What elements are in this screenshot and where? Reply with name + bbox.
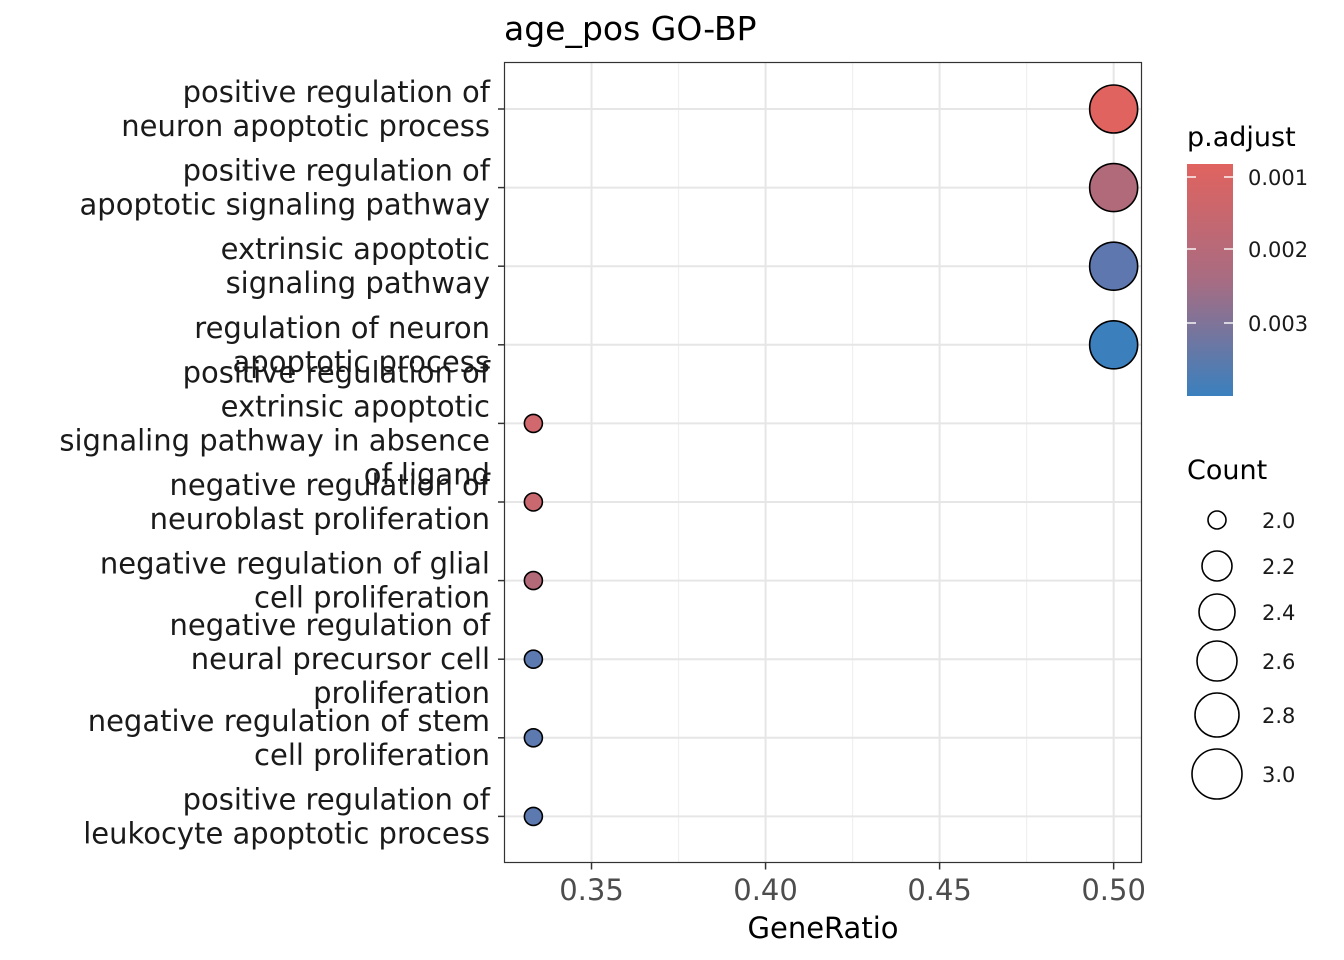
- x-tick-label: 0.50: [1081, 873, 1146, 907]
- y-tick-label: positive regulation of neuron apoptotic p…: [121, 75, 490, 143]
- data-point: [523, 727, 544, 748]
- color-bar-label: 0.003: [1248, 312, 1308, 336]
- y-tick-label: negative regulation of neuroblast prolife…: [150, 468, 491, 536]
- data-point: [523, 570, 544, 591]
- chart-title: age_pos GO-BP: [504, 9, 757, 48]
- data-points: [523, 84, 1139, 827]
- size-key-label: 3.0: [1262, 763, 1295, 787]
- y-tick-label: extrinsic apoptotic signaling pathway: [221, 232, 490, 300]
- y-tick-label: negative regulation of stem cell prolifer…: [88, 704, 490, 772]
- y-tick-label: regulation of neuron apoptotic process: [194, 311, 490, 379]
- size-key-label: 2.6: [1262, 650, 1295, 674]
- color-bar-label: 0.001: [1248, 166, 1308, 190]
- size-key-label: 2.0: [1262, 509, 1295, 533]
- size-key-label: 2.8: [1262, 704, 1295, 728]
- legend-size-title: Count: [1187, 455, 1267, 486]
- size-key-label: 2.2: [1262, 555, 1295, 579]
- size-key-circle: [1191, 748, 1243, 800]
- data-point: [1088, 162, 1139, 213]
- size-key-circle: [1207, 510, 1227, 530]
- color-bar-label: 0.002: [1248, 238, 1308, 262]
- plot-panel-border: [503, 61, 1143, 864]
- x-tick-label: 0.45: [907, 873, 972, 907]
- x-tick-label: 0.40: [733, 873, 798, 907]
- size-key-circle: [1201, 550, 1233, 582]
- color-bar-ticks: 0.001 0.002 0.003: [1187, 166, 1308, 336]
- y-tick-label: positive regulation of extrinsic apoptoti…: [59, 355, 490, 491]
- legend-color-title: p.adjust: [1187, 122, 1296, 153]
- size-legend-keys: 2.0 2.2 2.4 2.6 2.8 3.0: [1191, 509, 1295, 800]
- data-point: [523, 649, 544, 670]
- y-tick-label: positive regulation of apoptotic signalin…: [80, 154, 491, 222]
- data-point: [523, 492, 544, 512]
- y-tick-label: negative regulation of neural precursor c…: [169, 608, 490, 710]
- data-point: [1088, 84, 1139, 134]
- data-point: [1088, 319, 1139, 370]
- grid-lines: [504, 62, 1142, 863]
- y-tick-label: positive regulation of leukocyte apoptoti…: [83, 782, 491, 850]
- data-point: [1088, 241, 1139, 292]
- x-axis-title: GeneRatio: [748, 911, 899, 945]
- y-axis-labels: positive regulation of neuron apoptotic p…: [59, 75, 505, 850]
- x-tick-label: 0.35: [559, 873, 624, 907]
- size-key-label: 2.4: [1262, 601, 1295, 625]
- size-key-circle: [1194, 692, 1240, 738]
- legend: p.adjust 0.001 0.002 0.003 Count 2.0 2.2 2.4…: [1187, 122, 1308, 800]
- y-tick-label: negative regulation of glial cell prolife…: [100, 547, 490, 615]
- x-axis: 0.35 0.40 0.45 0.50: [559, 862, 1146, 907]
- size-key-circle: [1198, 593, 1236, 631]
- data-point: [523, 806, 544, 827]
- data-point: [523, 413, 544, 434]
- size-key-circle: [1196, 640, 1238, 682]
- color-bar: [1187, 164, 1233, 396]
